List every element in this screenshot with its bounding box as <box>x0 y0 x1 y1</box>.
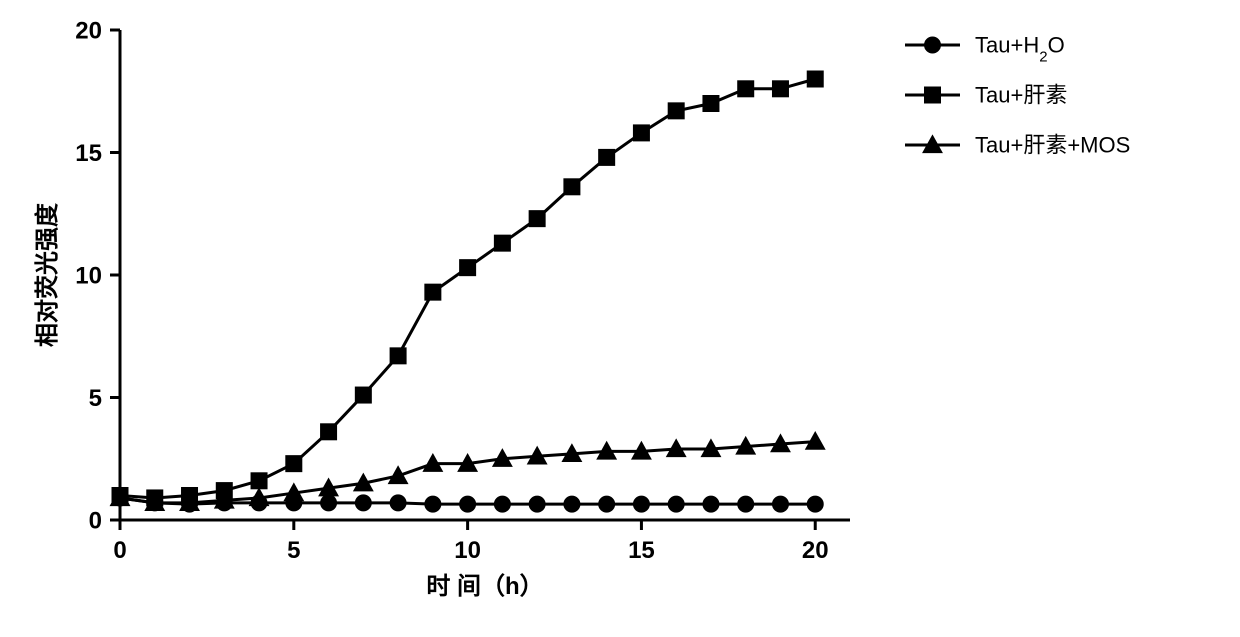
series-marker <box>633 496 649 512</box>
series-marker <box>738 81 754 97</box>
x-tick-label: 10 <box>454 537 481 564</box>
legend-swatch-marker <box>925 37 941 53</box>
series-marker <box>286 456 302 472</box>
x-tick-label: 20 <box>802 537 829 564</box>
series-marker <box>321 495 337 511</box>
series-marker <box>529 211 545 227</box>
series-marker <box>460 260 476 276</box>
x-tick-label: 5 <box>287 537 300 564</box>
series-marker <box>355 495 371 511</box>
series-marker <box>807 71 823 87</box>
y-axis-label: 相对荧光强度 <box>33 202 61 347</box>
x-axis-label: 时 间（h） <box>426 573 543 600</box>
series-marker <box>599 149 615 165</box>
series-marker <box>425 496 441 512</box>
series-marker <box>599 496 615 512</box>
y-tick-label: 5 <box>89 385 102 412</box>
legend-label: Tau+肝素 <box>975 83 1067 108</box>
series-marker <box>390 495 406 511</box>
series-marker <box>321 424 337 440</box>
y-tick-label: 15 <box>75 140 102 167</box>
series-marker <box>772 81 788 97</box>
series-marker <box>425 284 441 300</box>
series-marker <box>668 496 684 512</box>
series-marker <box>564 496 580 512</box>
series-marker <box>494 235 510 251</box>
y-tick-label: 0 <box>89 507 102 534</box>
legend-swatch-marker <box>925 87 941 103</box>
y-tick-label: 10 <box>75 262 102 289</box>
legend-label: Tau+肝素+MOS <box>975 133 1130 158</box>
series-marker <box>772 496 788 512</box>
series-marker <box>633 125 649 141</box>
series-marker <box>703 96 719 112</box>
series-marker <box>390 348 406 364</box>
series-marker <box>355 387 371 403</box>
series-marker <box>460 496 476 512</box>
x-tick-label: 0 <box>113 537 126 564</box>
series-marker <box>738 496 754 512</box>
y-tick-label: 20 <box>75 17 102 44</box>
series-marker <box>668 103 684 119</box>
series-marker <box>564 179 580 195</box>
series-marker <box>807 496 823 512</box>
series-marker <box>251 473 267 489</box>
series-marker <box>529 496 545 512</box>
chart-container: 0510152005101520时 间（h）相对荧光强度Tau+H2OTau+肝… <box>0 0 1240 637</box>
line-chart: 0510152005101520时 间（h）相对荧光强度Tau+H2OTau+肝… <box>0 0 1240 637</box>
x-tick-label: 15 <box>628 537 655 564</box>
series-marker <box>703 496 719 512</box>
series-marker <box>494 496 510 512</box>
